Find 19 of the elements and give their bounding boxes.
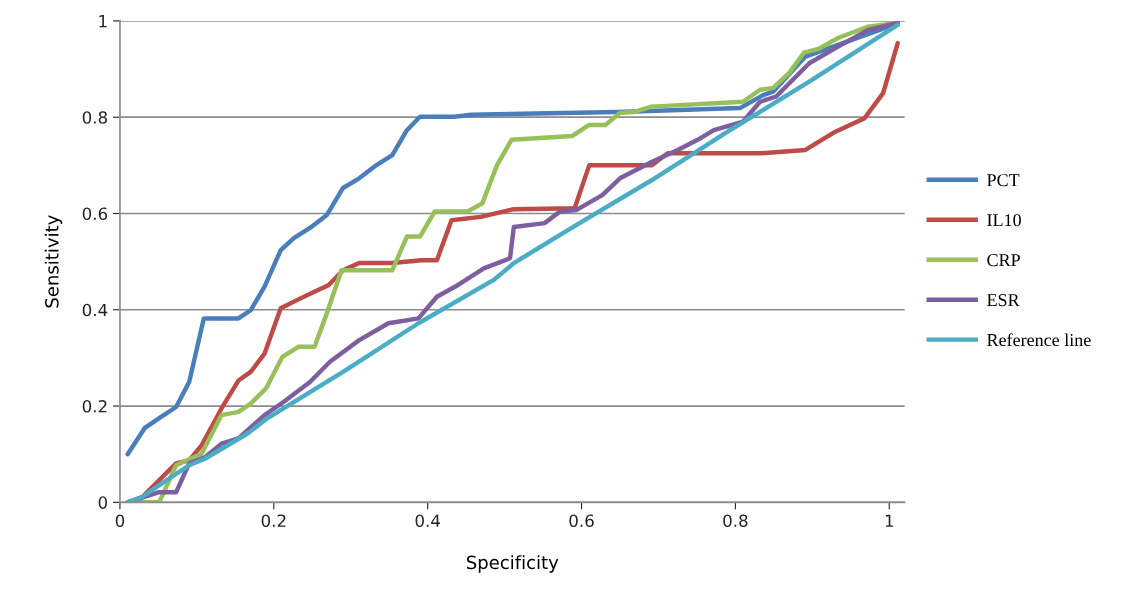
y-tick-label: 0.2 <box>82 400 107 413</box>
legend-label: IL10 <box>987 214 1021 227</box>
legend-label: Reference line <box>987 333 1091 347</box>
legend-label: PCT <box>987 174 1020 187</box>
legend-label: ESR <box>987 294 1020 307</box>
x-tick-label: 0.4 <box>415 514 440 528</box>
y-tick-label: 0.4 <box>82 303 108 317</box>
x-tick-label: 0 <box>115 514 125 528</box>
x-tick-label: 0.6 <box>569 514 594 528</box>
y-tick-label: 0.8 <box>82 111 107 124</box>
y-tick-label: 0.6 <box>82 207 108 221</box>
y-axis-title: Sensitivity <box>44 215 63 308</box>
y-tick-label: 0 <box>98 496 108 509</box>
x-tick-label: 1 <box>885 514 894 527</box>
x-axis-title: Specificity <box>466 555 559 573</box>
y-tick-label: 1 <box>99 15 107 28</box>
x-tick-label: 0.2 <box>261 514 286 528</box>
legend-label: CRP <box>987 254 1020 267</box>
x-tick-label: 0.8 <box>723 514 748 528</box>
